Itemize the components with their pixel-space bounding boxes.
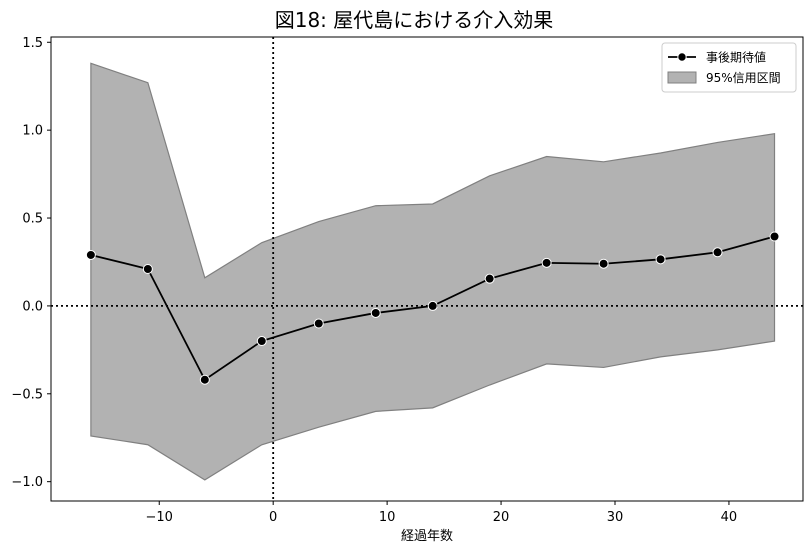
data-point (598, 258, 609, 269)
legend-label-interval: 95%信用区間 (706, 71, 781, 85)
x-axis-ticks: −10 0 10 20 30 40 (146, 501, 738, 525)
y-axis-ticks: −1.0 −0.5 0.0 0.5 1.0 1.5 (11, 36, 51, 490)
credible-band-layer (90, 62, 776, 481)
data-point (712, 247, 723, 258)
data-point (85, 249, 96, 260)
series-markers (85, 231, 780, 385)
credible-interval-band (90, 62, 776, 481)
data-point (541, 257, 552, 268)
data-point (769, 231, 780, 242)
y-tick-label: 0.0 (22, 299, 43, 314)
plot-frame (50, 36, 804, 502)
x-tick-label: 0 (269, 510, 277, 525)
data-point (370, 307, 381, 318)
x-tick-label: 30 (607, 510, 624, 525)
data-point (484, 273, 495, 284)
data-point (199, 374, 210, 385)
y-tick-label: 1.5 (22, 36, 43, 51)
chart-title: 図18: 屋代島における介入効果 (275, 8, 554, 32)
x-tick-label: 40 (721, 510, 738, 525)
x-tick-label: −10 (146, 510, 173, 525)
data-point (655, 254, 666, 265)
y-tick-label: −1.0 (11, 475, 43, 490)
legend-dot-marker (677, 52, 687, 62)
y-tick-label: −0.5 (11, 387, 43, 402)
x-tick-label: 20 (493, 510, 510, 525)
x-axis-label: 経過年数 (401, 529, 453, 544)
legend-label-expected: 事後期待値 (706, 50, 766, 65)
data-point (313, 318, 324, 329)
legend: 事後期待値 95%信用区間 (661, 42, 797, 93)
legend-band-swatch (667, 71, 697, 84)
y-tick-label: 1.0 (22, 124, 43, 139)
y-tick-label: 0.5 (22, 212, 43, 227)
data-point (427, 300, 438, 311)
data-point (142, 264, 153, 274)
x-tick-label: 10 (379, 510, 396, 525)
data-point (256, 336, 267, 347)
